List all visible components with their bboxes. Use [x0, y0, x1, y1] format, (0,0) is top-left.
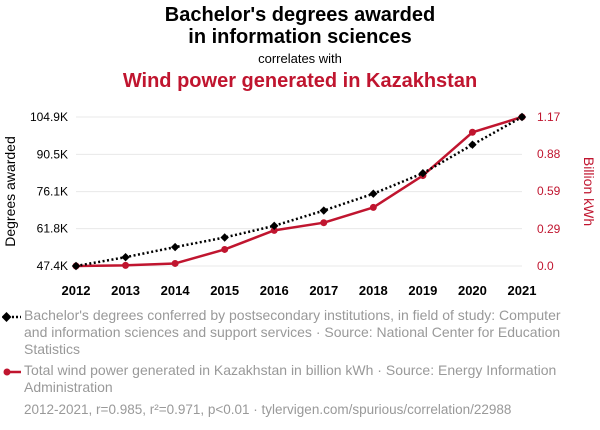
y-right-tick-label: 0.88 — [537, 147, 561, 161]
series1-point — [71, 261, 81, 271]
chart-title-line2: in information sciences — [188, 26, 412, 48]
x-tick-label: 2016 — [260, 283, 289, 298]
series1-point — [170, 242, 180, 252]
series1-point — [121, 252, 130, 262]
series1-point — [468, 140, 477, 149]
y-left-tick-label: 61.8K — [37, 222, 68, 236]
series1-line — [75, 115, 523, 268]
y-right-tick-label: 0.59 — [537, 184, 561, 198]
series1-point — [517, 112, 527, 122]
series2-line — [75, 115, 523, 268]
legend-marker-series2 — [3, 368, 21, 376]
legend-item-series2: Total wind power generated in Kazakhstan… — [3, 362, 564, 396]
legend-text-series1: Bachelor's degrees conferred by postseco… — [24, 307, 561, 357]
series2-point — [171, 259, 179, 267]
footer-stats: 2012-2021, r=0.985, r²=0.971, p<0.01 · t… — [24, 402, 512, 417]
correlates-with-text: correlates with — [258, 51, 342, 66]
x-tick-label: 2019 — [408, 283, 437, 298]
y-left-tick-label: 104.9K — [30, 110, 68, 124]
dual-axis-line-chart: 47.4K 61.8K 76.1K 90.5K 104.9K 0.0 0.29 0.59 0.8… — [2, 110, 597, 298]
x-tick-label: 2015 — [210, 283, 239, 298]
y-left-tick-label: 90.5K — [37, 147, 68, 161]
y-left-tick-label: 47.4K — [37, 259, 68, 273]
x-tick-label: 2021 — [508, 283, 537, 298]
series2-point — [270, 226, 278, 234]
x-tick-label: 2020 — [458, 283, 487, 298]
legend-marker-series1 — [2, 312, 21, 322]
y-left-axis-title: Degrees awarded — [2, 136, 18, 247]
series2-point — [122, 261, 130, 269]
chart-title-line1: Bachelor's degrees awarded — [164, 4, 436, 26]
y-right-tick-label: 1.17 — [537, 110, 561, 124]
y-right-axis-title: Billion kWh — [581, 157, 597, 226]
x-tick-label: 2017 — [309, 283, 338, 298]
legend-text-series2: Total wind power generated in Kazakhstan… — [24, 362, 557, 395]
series1-point — [369, 189, 378, 198]
legend-item-series1: Bachelor's degrees conferred by postseco… — [2, 307, 564, 358]
series2-point — [369, 203, 377, 211]
y-right-tick-label: 0.29 — [537, 222, 561, 236]
series2-point — [320, 219, 328, 227]
y-right-tick-label: 0.0 — [537, 259, 554, 273]
y-left-tick-label: 76.1K — [37, 185, 68, 199]
x-tick-label: 2018 — [359, 283, 388, 298]
series1-point — [319, 206, 328, 215]
chart-title-secondary: Wind power generated in Kazakhstan — [122, 70, 478, 92]
series1-point — [418, 169, 428, 178]
series1-point — [220, 233, 229, 242]
series2-point — [221, 245, 229, 253]
series2-point — [468, 128, 476, 136]
x-tick-label: 2014 — [161, 283, 191, 298]
x-tick-label: 2013 — [111, 283, 140, 298]
series1-point — [270, 221, 279, 231]
x-tick-label: 2012 — [62, 283, 91, 298]
